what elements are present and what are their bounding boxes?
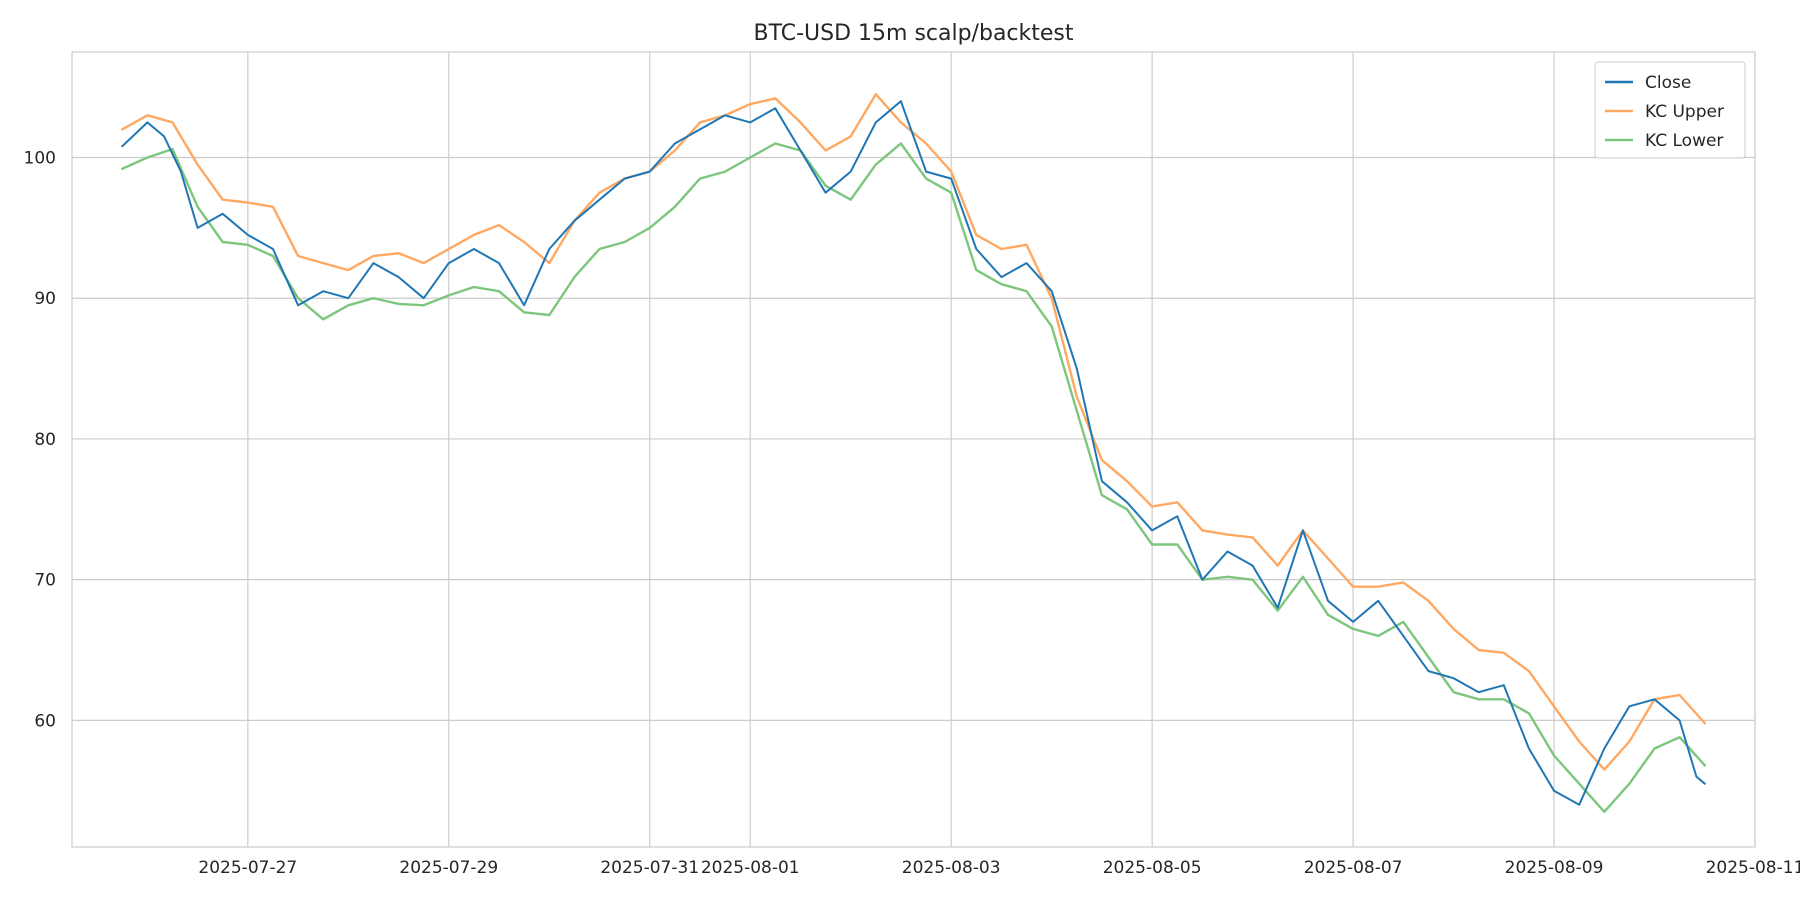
grid — [72, 52, 1756, 847]
y-tick-label: 80 — [34, 430, 56, 450]
x-tick-label: 2025-08-03 — [902, 858, 1001, 878]
series-line-kc-lower — [120, 142, 1707, 813]
x-tick-label: 2025-08-09 — [1505, 858, 1604, 878]
x-tick-label: 2025-08-07 — [1304, 858, 1403, 878]
y-tick-label: 90 — [34, 289, 56, 309]
y-tick-label: 100 — [24, 149, 56, 169]
series-line-kc-upper — [120, 92, 1707, 771]
x-tick-label: 2025-08-05 — [1103, 858, 1202, 878]
chart-title: BTC-USD 15m scalp/backtest — [753, 21, 1073, 46]
x-tick-label: 2025-08-11 — [1706, 858, 1800, 878]
legend-box — [1594, 61, 1746, 159]
plot-area-frame — [71, 51, 1756, 848]
legend-items: Close KC Upper KC Lower — [1605, 73, 1724, 151]
legend-label: KC Upper — [1645, 102, 1724, 122]
x-tick-label: 2025-08-01 — [701, 858, 800, 878]
legend-label: Close — [1645, 73, 1691, 93]
x-tick-label: 2025-07-27 — [198, 858, 297, 878]
series-line-close — [121, 100, 1706, 806]
y-tick-label: 70 — [34, 571, 56, 591]
series-lines — [120, 92, 1707, 813]
x-tick-label: 2025-07-31 — [600, 858, 699, 878]
legend-label: KC Lower — [1645, 131, 1723, 151]
x-axis-ticks: 2025-07-27 2025-07-29 2025-07-31 2025-08-01… — [198, 858, 1800, 878]
x-tick-label: 2025-07-29 — [399, 858, 498, 878]
legend: Close KC Upper KC Lower — [1594, 61, 1746, 159]
y-tick-label: 60 — [34, 711, 56, 731]
y-axis-ticks: 60 70 80 90 100 — [24, 149, 56, 732]
